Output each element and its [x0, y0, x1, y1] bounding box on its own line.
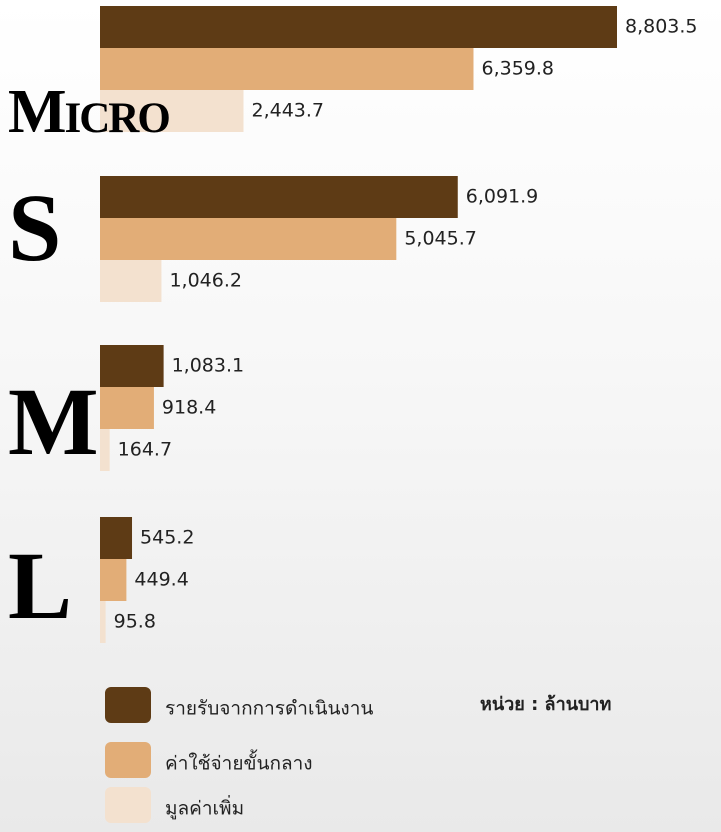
bar [100, 429, 110, 471]
value-label: 6,091.9 [466, 186, 539, 208]
value-label: 8,803.5 [625, 16, 698, 38]
category-label: S [8, 174, 61, 281]
bar [100, 6, 617, 48]
bar [100, 90, 244, 132]
category-label: M [8, 368, 99, 475]
legend-label: ค่าใช้จ่ายขั้นกลาง [165, 750, 313, 775]
unit-note: หน่วย : ล้านบาท [480, 694, 611, 715]
value-label: 2,443.7 [252, 100, 325, 122]
legend-swatch [105, 687, 151, 723]
legend-label: รายรับจากการดำเนินงาน [165, 698, 373, 720]
bar [100, 48, 474, 90]
bar [100, 559, 127, 601]
category-label: L [8, 532, 72, 639]
bar [100, 218, 397, 260]
category-label: Micro [8, 78, 169, 146]
value-label: 449.4 [134, 569, 188, 591]
legend-swatch [105, 787, 151, 823]
bar [100, 176, 458, 218]
value-label: 6,359.8 [481, 58, 554, 80]
value-label: 545.2 [140, 527, 194, 549]
bar [100, 601, 106, 643]
bar [100, 260, 162, 302]
value-label: 918.4 [162, 397, 216, 419]
value-label: 95.8 [114, 611, 156, 633]
legend-swatch [105, 742, 151, 778]
legend-label: มูลค่าเพิ่ม [165, 795, 244, 820]
value-label: 5,045.7 [404, 228, 477, 250]
bar [100, 345, 164, 387]
value-label: 1,083.1 [172, 355, 245, 377]
value-label: 1,046.2 [169, 270, 242, 292]
bar [100, 387, 154, 429]
bar [100, 517, 133, 559]
value-label: 164.7 [118, 439, 172, 461]
